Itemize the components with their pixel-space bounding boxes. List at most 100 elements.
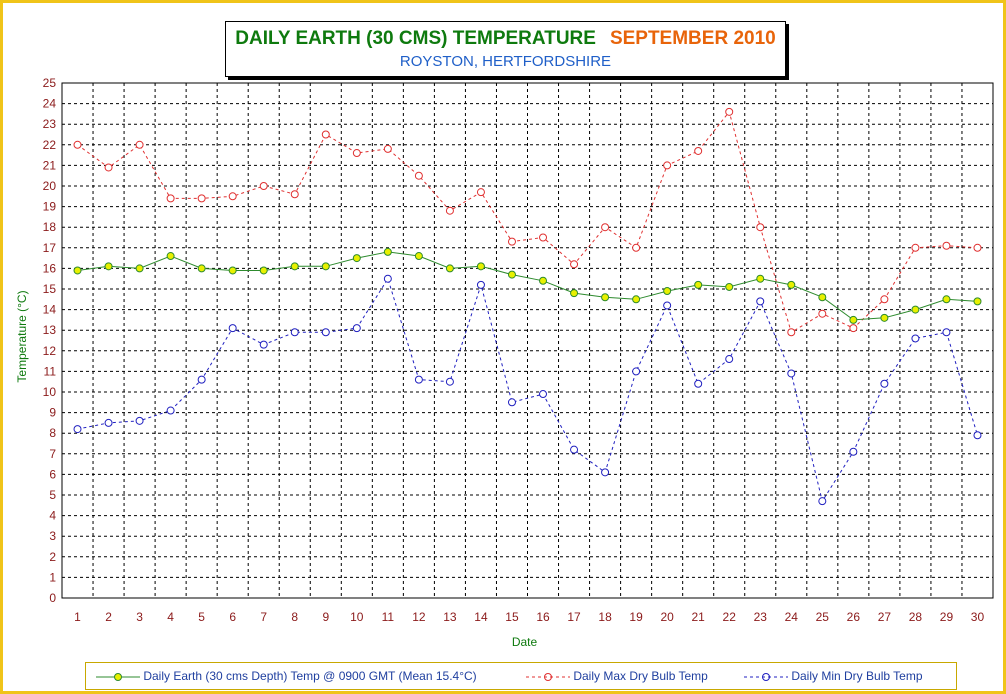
y-tick-label: 13 xyxy=(43,323,57,337)
data-point-min xyxy=(663,301,672,310)
x-tick-label: 25 xyxy=(816,610,830,624)
x-tick-label: 19 xyxy=(629,610,643,624)
data-point-min xyxy=(787,369,796,378)
y-tick-label: 7 xyxy=(49,447,56,461)
data-point-max xyxy=(73,140,82,149)
y-tick-label: 12 xyxy=(43,344,57,358)
data-point-earth xyxy=(756,274,765,283)
data-point-max xyxy=(352,149,361,158)
data-point-earth xyxy=(818,293,827,302)
y-tick-label: 3 xyxy=(49,529,56,543)
data-point-max xyxy=(880,295,889,304)
y-tick-label: 5 xyxy=(49,488,56,502)
data-point-earth xyxy=(166,252,175,261)
y-tick-label: 10 xyxy=(43,385,57,399)
data-point-min xyxy=(942,328,951,337)
data-point-min xyxy=(228,324,237,333)
data-point-earth xyxy=(570,289,579,298)
data-point-min xyxy=(911,334,920,343)
data-point-max xyxy=(414,171,423,180)
data-point-max xyxy=(663,161,672,170)
series-line-max xyxy=(77,110,978,334)
data-point-earth xyxy=(228,266,237,275)
data-point-max xyxy=(725,107,734,116)
series-line-earth xyxy=(77,251,978,321)
data-point-max xyxy=(911,243,920,252)
data-point-min xyxy=(259,340,268,349)
x-tick-label: 18 xyxy=(598,610,612,624)
x-tick-label: 11 xyxy=(382,610,395,624)
chart-title-box: DAILY EARTH (30 CMS) TEMPERATURE SEPTEMBE… xyxy=(225,21,786,77)
data-point-max xyxy=(787,328,796,337)
data-point-min xyxy=(880,379,889,388)
series-line-min xyxy=(77,277,978,503)
data-point-max xyxy=(694,146,703,155)
data-point-max xyxy=(849,324,858,333)
data-point-max xyxy=(476,188,485,197)
data-point-min xyxy=(818,497,827,506)
data-point-min xyxy=(725,355,734,364)
data-point-earth xyxy=(601,293,610,302)
data-point-max xyxy=(197,194,206,203)
y-tick-label: 19 xyxy=(43,200,57,214)
y-axis-title: Temperature (°C) xyxy=(15,290,29,382)
data-point-min xyxy=(290,328,299,337)
data-point-earth xyxy=(445,264,454,273)
y-tick-label: 25 xyxy=(43,76,57,90)
legend-swatch-max xyxy=(526,672,570,681)
data-point-earth xyxy=(290,262,299,271)
data-point-max xyxy=(632,243,641,252)
data-point-min xyxy=(601,468,610,477)
legend-label-min: Daily Min Dry Bulb Temp xyxy=(791,669,923,683)
y-tick-label: 0 xyxy=(49,591,56,605)
x-tick-label: 17 xyxy=(567,610,581,624)
legend-label-earth: Daily Earth (30 cms Depth) Temp @ 0900 G… xyxy=(143,669,477,683)
x-tick-label: 22 xyxy=(723,610,737,624)
y-tick-label: 16 xyxy=(43,261,57,275)
data-point-min xyxy=(849,447,858,456)
data-point-min xyxy=(104,418,113,427)
y-tick-label: 22 xyxy=(43,138,57,152)
chart-title-month: SEPTEMBER 2010 xyxy=(609,28,776,49)
data-point-earth xyxy=(476,262,485,271)
x-tick-label: 28 xyxy=(909,610,923,624)
x-tick-label: 29 xyxy=(940,610,954,624)
data-point-max xyxy=(228,192,237,201)
data-point-max xyxy=(445,206,454,215)
data-point-min xyxy=(632,367,641,376)
x-axis-title: Date xyxy=(512,635,538,649)
chart-legend: Daily Earth (30 cms Depth) Temp @ 0900 G… xyxy=(85,662,957,690)
legend-swatch-min xyxy=(744,672,788,681)
legend-item-min: Daily Min Dry Bulb Temp xyxy=(744,663,923,689)
data-point-earth xyxy=(507,270,516,279)
x-tick-label: 21 xyxy=(692,610,706,624)
data-point-max xyxy=(818,309,827,318)
data-point-max xyxy=(259,182,268,190)
legend-item-max: Daily Max Dry Bulb Temp xyxy=(526,663,708,689)
x-tick-label: 4 xyxy=(167,610,174,624)
y-tick-label: 20 xyxy=(43,179,57,193)
chart-title-main: DAILY EARTH (30 CMS) TEMPERATURE xyxy=(235,28,596,49)
y-tick-label: 14 xyxy=(43,303,57,317)
legend-swatch-earth xyxy=(96,672,140,681)
data-point-earth xyxy=(880,313,889,322)
data-point-max xyxy=(973,243,982,252)
data-point-earth xyxy=(942,295,951,304)
y-tick-label: 18 xyxy=(43,220,57,234)
data-point-earth xyxy=(73,266,82,275)
data-point-min xyxy=(166,406,175,415)
data-point-earth xyxy=(197,264,206,273)
data-point-max xyxy=(942,241,951,250)
data-point-max xyxy=(135,140,144,149)
data-point-max xyxy=(321,130,330,139)
data-point-earth xyxy=(383,247,392,256)
data-point-max xyxy=(539,233,548,242)
data-point-earth xyxy=(694,280,703,289)
x-tick-label: 5 xyxy=(198,610,205,624)
x-tick-label: 27 xyxy=(878,610,892,624)
chart-plot: 0123456789101112131415161718192021222324… xyxy=(15,76,994,649)
data-point-max xyxy=(507,237,516,246)
x-tick-label: 26 xyxy=(847,610,861,624)
y-tick-label: 11 xyxy=(44,364,57,378)
